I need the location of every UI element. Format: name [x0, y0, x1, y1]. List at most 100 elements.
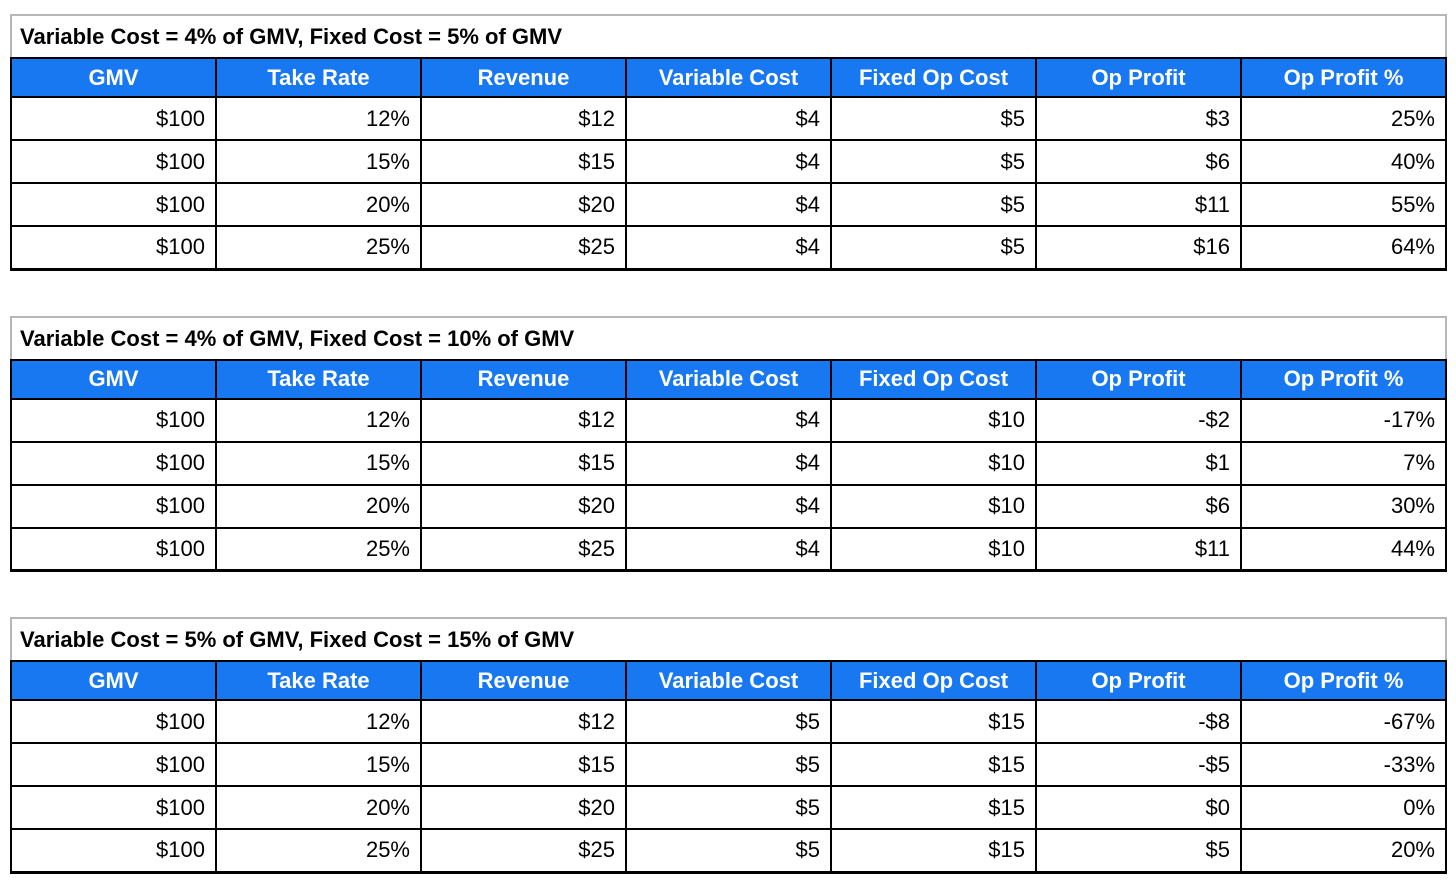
column-header-variable-cost: Variable Cost	[625, 660, 832, 701]
table-row: $100 25% $25 $4 $5 $16 64%	[10, 225, 1447, 270]
cell-revenue: $15	[420, 139, 627, 184]
column-header-take-rate: Take Rate	[215, 358, 422, 400]
cell-gmv: $100	[10, 440, 217, 486]
column-header-revenue: Revenue	[420, 57, 627, 98]
cell-revenue: $25	[420, 828, 627, 873]
cell-take-rate: 25%	[215, 526, 422, 572]
table-row: $100 12% $12 $4 $5 $3 25%	[10, 96, 1447, 141]
cell-take-rate: 12%	[215, 96, 422, 141]
cell-revenue: $25	[420, 526, 627, 572]
header-row: GMV Take Rate Revenue Variable Cost Fixe…	[10, 57, 1447, 98]
column-header-op-profit: Op Profit	[1035, 660, 1242, 701]
cell-variable-cost: $4	[625, 440, 832, 486]
cell-gmv: $100	[10, 397, 217, 443]
cell-variable-cost: $5	[625, 785, 832, 830]
cell-fixed-op-cost: $10	[830, 526, 1037, 572]
scenario-table-2: Variable Cost = 4% of GMV, Fixed Cost = …	[10, 315, 1447, 572]
cell-fixed-op-cost: $15	[830, 742, 1037, 787]
cell-gmv: $100	[10, 742, 217, 787]
cell-op-profit: $16	[1035, 225, 1242, 270]
scenario-table-1: Variable Cost = 4% of GMV, Fixed Cost = …	[10, 14, 1447, 271]
data-table: GMV Take Rate Revenue Variable Cost Fixe…	[10, 660, 1447, 874]
cell-revenue: $20	[420, 785, 627, 830]
cell-gmv: $100	[10, 96, 217, 141]
cell-op-profit: $11	[1035, 526, 1242, 572]
cell-take-rate: 12%	[215, 699, 422, 744]
cell-fixed-op-cost: $15	[830, 828, 1037, 873]
cell-op-profit-pct: 25%	[1240, 96, 1447, 141]
table-row: $100 12% $12 $4 $10 -$2 -17%	[10, 397, 1447, 443]
cell-revenue: $20	[420, 483, 627, 529]
cell-fixed-op-cost: $10	[830, 397, 1037, 443]
cell-fixed-op-cost: $15	[830, 785, 1037, 830]
cell-revenue: $12	[420, 96, 627, 141]
cell-fixed-op-cost: $10	[830, 483, 1037, 529]
cell-variable-cost: $4	[625, 526, 832, 572]
cell-take-rate: 20%	[215, 483, 422, 529]
column-header-op-profit-pct: Op Profit %	[1240, 57, 1447, 98]
column-header-op-profit-pct: Op Profit %	[1240, 358, 1447, 400]
table-row: $100 25% $25 $5 $15 $5 20%	[10, 828, 1447, 873]
cell-gmv: $100	[10, 785, 217, 830]
cell-op-profit-pct: -17%	[1240, 397, 1447, 443]
column-header-gmv: GMV	[10, 57, 217, 98]
cell-op-profit: $6	[1035, 483, 1242, 529]
column-header-op-profit-pct: Op Profit %	[1240, 660, 1447, 701]
cell-op-profit-pct: 40%	[1240, 139, 1447, 184]
column-header-take-rate: Take Rate	[215, 57, 422, 98]
cell-op-profit-pct: 30%	[1240, 483, 1447, 529]
cell-op-profit: -$5	[1035, 742, 1242, 787]
column-header-revenue: Revenue	[420, 358, 627, 400]
cell-variable-cost: $4	[625, 182, 832, 227]
column-header-variable-cost: Variable Cost	[625, 57, 832, 98]
column-header-op-profit: Op Profit	[1035, 358, 1242, 400]
cell-take-rate: 25%	[215, 225, 422, 270]
column-header-op-profit: Op Profit	[1035, 57, 1242, 98]
cell-op-profit-pct: -33%	[1240, 742, 1447, 787]
cell-take-rate: 20%	[215, 785, 422, 830]
cell-fixed-op-cost: $15	[830, 699, 1037, 744]
cell-fixed-op-cost: $5	[830, 225, 1037, 270]
table-title: Variable Cost = 4% of GMV, Fixed Cost = …	[10, 315, 1447, 359]
scenario-table-3: Variable Cost = 5% of GMV, Fixed Cost = …	[10, 617, 1447, 874]
cell-gmv: $100	[10, 828, 217, 873]
cell-op-profit: $1	[1035, 440, 1242, 486]
cell-take-rate: 20%	[215, 182, 422, 227]
cell-variable-cost: $5	[625, 699, 832, 744]
cell-variable-cost: $4	[625, 483, 832, 529]
table-row: $100 25% $25 $4 $10 $11 44%	[10, 526, 1447, 572]
cell-take-rate: 15%	[215, 139, 422, 184]
column-header-take-rate: Take Rate	[215, 660, 422, 701]
column-header-fixed-op-cost: Fixed Op Cost	[830, 57, 1037, 98]
column-header-variable-cost: Variable Cost	[625, 358, 832, 400]
cell-revenue: $20	[420, 182, 627, 227]
table-row: $100 12% $12 $5 $15 -$8 -67%	[10, 699, 1447, 744]
cell-gmv: $100	[10, 139, 217, 184]
cell-op-profit: -$8	[1035, 699, 1242, 744]
cell-op-profit-pct: 44%	[1240, 526, 1447, 572]
column-header-revenue: Revenue	[420, 660, 627, 701]
data-table: GMV Take Rate Revenue Variable Cost Fixe…	[10, 57, 1447, 271]
data-table: GMV Take Rate Revenue Variable Cost Fixe…	[10, 358, 1447, 572]
cell-op-profit: $3	[1035, 96, 1242, 141]
table-row: $100 15% $15 $4 $5 $6 40%	[10, 139, 1447, 184]
cell-revenue: $15	[420, 440, 627, 486]
cell-gmv: $100	[10, 182, 217, 227]
table-row: $100 20% $20 $4 $5 $11 55%	[10, 182, 1447, 227]
table-title: Variable Cost = 5% of GMV, Fixed Cost = …	[10, 617, 1447, 660]
table-row: $100 15% $15 $5 $15 -$5 -33%	[10, 742, 1447, 787]
cell-take-rate: 12%	[215, 397, 422, 443]
cell-op-profit: $6	[1035, 139, 1242, 184]
cell-take-rate: 25%	[215, 828, 422, 873]
cell-variable-cost: $4	[625, 397, 832, 443]
cell-fixed-op-cost: $10	[830, 440, 1037, 486]
table-title: Variable Cost = 4% of GMV, Fixed Cost = …	[10, 14, 1447, 57]
header-row: GMV Take Rate Revenue Variable Cost Fixe…	[10, 358, 1447, 400]
table-row: $100 15% $15 $4 $10 $1 7%	[10, 440, 1447, 486]
cell-op-profit: -$2	[1035, 397, 1242, 443]
table-row: $100 20% $20 $4 $10 $6 30%	[10, 483, 1447, 529]
cell-fixed-op-cost: $5	[830, 182, 1037, 227]
cell-fixed-op-cost: $5	[830, 96, 1037, 141]
cell-variable-cost: $4	[625, 225, 832, 270]
